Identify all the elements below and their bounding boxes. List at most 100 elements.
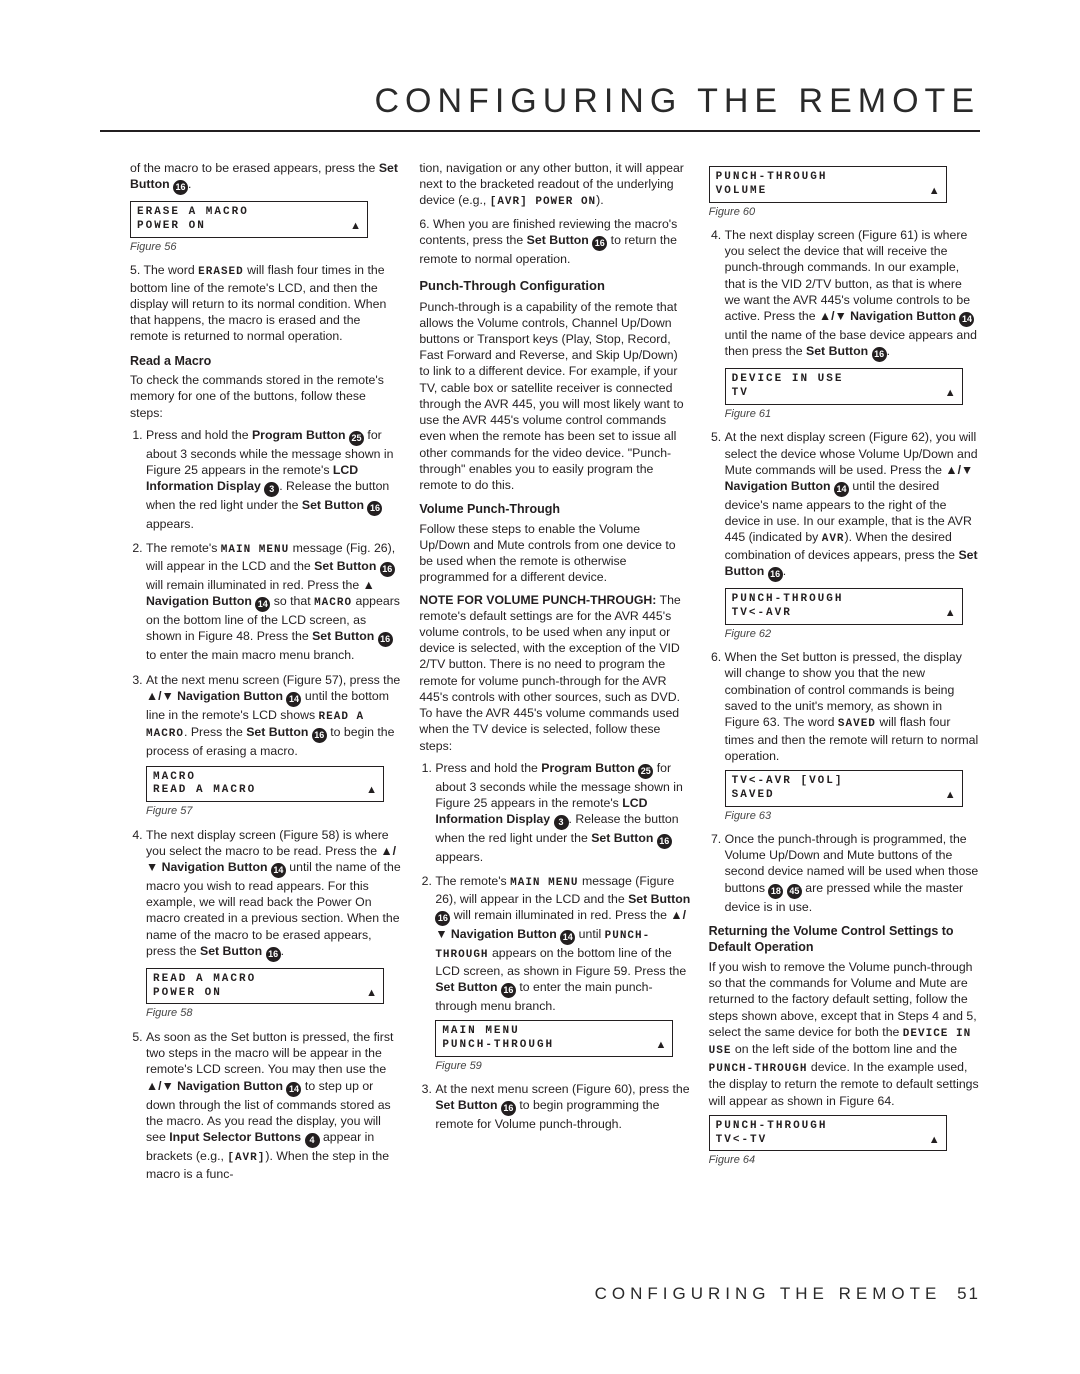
text: of the macro to be erased appears, press… (130, 161, 379, 175)
lcd-line2: SAVED (732, 789, 956, 803)
set-button-label: Set Button (435, 1098, 501, 1112)
figure-56-caption: Figure 56 (130, 240, 401, 255)
set-button-label: Set Button (591, 831, 657, 845)
circled-16-icon: 16 (266, 947, 281, 962)
column-1: of the macro to be erased appears, press… (130, 160, 401, 1190)
set-button-label: Set Button (527, 233, 593, 247)
punch-through-word: PUNCH-THROUGH (709, 1063, 808, 1075)
step-7: Once the punch-through is programmed, th… (725, 831, 980, 915)
lcd-line1: DEVICE IN USE (732, 373, 956, 387)
lcd-figure-61: DEVICE IN USE TV ▲ (725, 368, 963, 405)
circled-16-icon: 16 (380, 562, 395, 577)
text: . (783, 564, 786, 578)
step-5: As soon as the Set button is pressed, th… (146, 1029, 401, 1182)
text: At the next menu screen (Figure 57), pre… (146, 673, 400, 687)
text: until (575, 927, 604, 941)
volume-pt-note: NOTE FOR VOLUME PUNCH-THROUGH: The remot… (419, 592, 690, 754)
return-default-heading: Returning the Volume Control Settings to… (709, 923, 980, 956)
text: appears. (435, 850, 483, 864)
step-1: Press and hold the Program Button 25 for… (146, 427, 401, 533)
lcd-line1: MACRO (153, 771, 377, 785)
title-rule (100, 130, 980, 132)
up-arrow-icon: ▲ (945, 607, 956, 621)
up-arrow-icon: ▲ (366, 784, 377, 798)
circled-25-icon: 25 (349, 431, 364, 446)
lcd-line2: TV (732, 387, 956, 401)
circled-14-icon: 14 (286, 1082, 301, 1097)
text: As soon as the Set button is pressed, th… (146, 1030, 393, 1076)
text: Press and hold the (435, 761, 541, 775)
read-intro: To check the commands stored in the remo… (130, 372, 401, 421)
up-arrow-icon: ▲ (929, 185, 940, 199)
lcd-line2: READ A MACRO (153, 784, 377, 798)
lcd-line1: TV<-AVR [VOL] (732, 775, 956, 789)
circled-16-icon: 16 (378, 632, 393, 647)
lcd-line2: VOLUME (716, 185, 940, 199)
lcd-line1: PUNCH-THROUGH (716, 171, 940, 185)
circled-45-icon: 45 (787, 884, 802, 899)
circled-16-icon: 16 (435, 911, 450, 926)
volume-pt-steps-cont: The next display screen (Figure 61) is w… (709, 227, 980, 915)
set-button-label: Set Button (200, 944, 266, 958)
page-title: CONFIGURING THE REMOTE (375, 82, 981, 121)
figure-59-caption: Figure 59 (435, 1059, 690, 1074)
footer-label: CONFIGURING THE REMOTE (595, 1284, 942, 1303)
macro-word: MACRO (314, 597, 352, 609)
lcd-line2: TV<-TV (716, 1134, 940, 1148)
figure-58-caption: Figure 58 (146, 1006, 401, 1021)
circled-16-icon: 16 (501, 983, 516, 998)
step-3: At the next menu screen (Figure 57), pre… (146, 672, 401, 819)
circled-16-icon: 16 (592, 236, 607, 251)
step-4: The next display screen (Figure 61) is w… (725, 227, 980, 421)
set-button-label: Set Button (312, 629, 378, 643)
saved-word: SAVED (838, 718, 876, 730)
up-arrow-icon: ▲ (945, 387, 956, 401)
step-3: At the next menu screen (Figure 60), pre… (435, 1081, 690, 1132)
up-arrow-icon: ▲ (366, 987, 377, 1001)
avr-word: AVR (822, 533, 845, 545)
circled-14-icon: 14 (286, 692, 301, 707)
column-2: tion, navigation or any other button, it… (419, 160, 690, 1190)
figure-61-caption: Figure 61 (725, 407, 980, 422)
program-button-label: Program Button (541, 761, 638, 775)
lcd-line1: PUNCH-THROUGH (732, 593, 956, 607)
set-button-label: Set Button (628, 892, 690, 906)
figure-62-caption: Figure 62 (725, 627, 980, 642)
step-1: Press and hold the Program Button 25 for… (435, 760, 690, 866)
col1-lead: of the macro to be erased appears, press… (130, 160, 401, 195)
avr-bracket-word: [AVR] (227, 1152, 265, 1164)
text: The remote's (435, 874, 510, 888)
main-menu-word: MAIN MENU (221, 544, 289, 556)
text: . (188, 177, 191, 191)
circled-14-icon: 14 (271, 863, 286, 878)
text: . Press the (184, 725, 246, 739)
circled-14-icon: 14 (255, 597, 270, 612)
read-macro-steps: Press and hold the Program Button 25 for… (130, 427, 401, 1182)
lcd-line1: MAIN MENU (442, 1025, 666, 1039)
lcd-line2: POWER ON (137, 220, 361, 234)
text: will remain illuminated in red. Press th… (146, 578, 363, 592)
circled-16-icon: 16 (872, 347, 887, 362)
text: The next display screen (Figure 58) is w… (146, 828, 389, 858)
page-footer: CONFIGURING THE REMOTE 51 (595, 1284, 980, 1304)
circled-25-icon: 25 (638, 764, 653, 779)
lcd-line2: TV<-AVR (732, 607, 956, 621)
punch-through-heading: Punch-Through Configuration (419, 277, 690, 294)
text: . (281, 944, 284, 958)
text: . (887, 344, 890, 358)
set-button-label: Set Button (435, 980, 501, 994)
volume-pt-heading: Volume Punch-Through (419, 501, 690, 518)
text: appears. (146, 517, 194, 531)
lcd-figure-59: MAIN MENU PUNCH-THROUGH ▲ (435, 1020, 673, 1057)
lcd-figure-56: ERASE A MACRO POWER ON ▲ (130, 201, 368, 238)
input-selector-label: Input Selector Buttons (169, 1130, 304, 1144)
figure-60-caption: Figure 60 (709, 205, 980, 220)
step-5: At the next display screen (Figure 62), … (725, 429, 980, 641)
text: will remain illuminated in red. Press th… (450, 908, 670, 922)
text: on the left side of the bottom line and … (731, 1042, 957, 1056)
circled-3-icon: 3 (264, 482, 279, 497)
text: to enter the main macro menu branch. (146, 648, 354, 662)
circled-16-icon: 16 (501, 1101, 516, 1116)
set-button-label: Set Button (806, 344, 872, 358)
circled-14-icon: 14 (834, 482, 849, 497)
